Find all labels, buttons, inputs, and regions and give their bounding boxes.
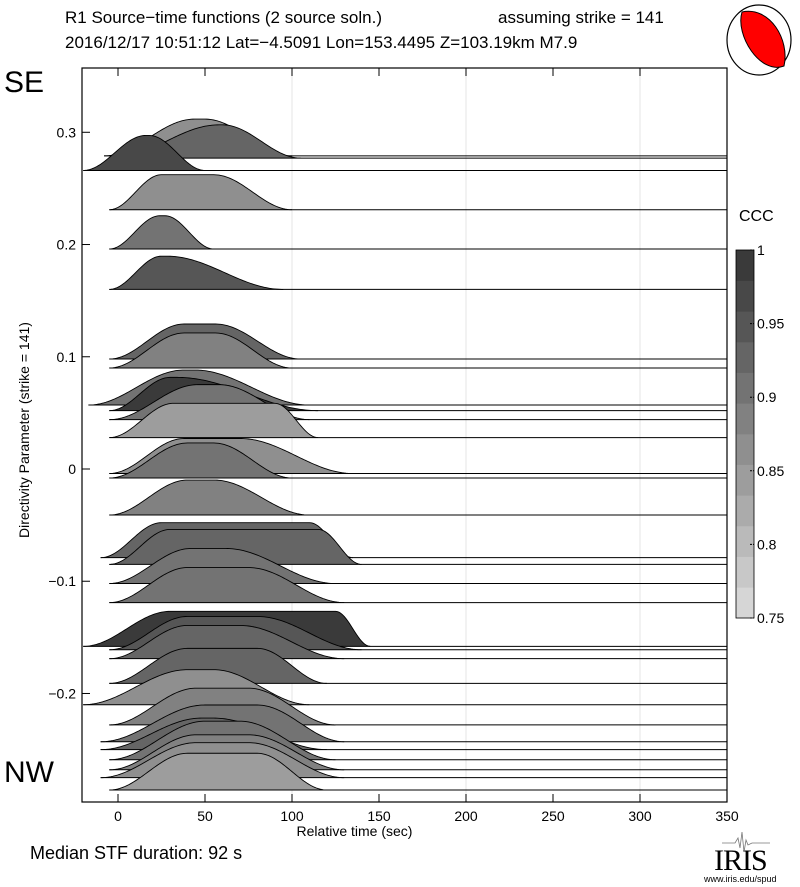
stf-fill xyxy=(109,625,345,659)
x-tick-label: 100 xyxy=(280,808,304,824)
stf-fill xyxy=(83,135,205,171)
x-tick-label: 250 xyxy=(541,808,565,824)
y-tick-label: 0.2 xyxy=(57,237,77,253)
event-info: 2016/12/17 10:51:12 Lat=−4.5091 Lon=153.… xyxy=(65,33,578,52)
stf-outline xyxy=(83,134,206,171)
colorbar-step xyxy=(736,280,754,312)
stf-outline xyxy=(109,567,345,604)
colorbar-frame xyxy=(735,249,755,619)
median-duration: Median STF duration: 92 s xyxy=(30,843,243,863)
iris-logo: IRIS xyxy=(714,844,768,877)
colorbar-step xyxy=(736,403,754,435)
colorbar-step xyxy=(736,372,754,404)
stf-fill xyxy=(109,442,292,478)
y-tick-label: 0.3 xyxy=(57,124,77,140)
x-tick-label: 150 xyxy=(367,808,391,824)
colorbar-tick-label: 0.8 xyxy=(757,536,777,552)
x-tick-label: 300 xyxy=(628,808,652,824)
colorbar-step xyxy=(736,311,754,343)
colorbar-step xyxy=(736,464,754,496)
stf-outline xyxy=(109,376,319,412)
direction-label-se: SE xyxy=(4,66,45,99)
colorbar-step xyxy=(736,495,754,527)
stf-outline xyxy=(109,323,301,360)
stf-outline xyxy=(109,548,336,584)
y-tick-label: −0.2 xyxy=(48,685,76,701)
stf-outline xyxy=(100,522,353,559)
stf-trace xyxy=(109,402,727,439)
stf-outline xyxy=(83,610,371,647)
stf-outline xyxy=(109,255,284,290)
beachball-icon xyxy=(726,4,792,76)
stf-outline xyxy=(109,687,336,726)
colorbar-tick-label: 0.95 xyxy=(757,316,784,332)
stf-trace xyxy=(109,255,727,290)
colorbar-step xyxy=(736,526,754,557)
colorbar-step xyxy=(736,434,754,465)
colorbar-step xyxy=(736,250,754,281)
x-tick-label: 0 xyxy=(114,808,122,824)
stf-outline xyxy=(83,669,310,706)
colorbar-tick-label: 1 xyxy=(757,242,765,258)
stf-trace xyxy=(109,479,727,516)
stf-outline xyxy=(109,479,310,516)
iris-seismogram-icon xyxy=(722,831,770,853)
stf-trace xyxy=(109,215,727,250)
colorbar-step xyxy=(736,342,754,373)
iris-url: www.iris.edu/spud xyxy=(704,874,777,884)
stf-outline xyxy=(109,332,293,369)
colorbar-tick-label: 0.85 xyxy=(757,463,784,479)
direction-label-nw: NW xyxy=(4,756,54,789)
stf-trace xyxy=(109,442,727,479)
chart-title: R1 Source−time functions (2 source soln.… xyxy=(65,8,383,27)
y-tick-label: −0.1 xyxy=(48,573,76,589)
stf-fill xyxy=(109,256,284,290)
x-tick-label: 200 xyxy=(454,808,478,824)
stf-outline xyxy=(100,704,345,743)
stf-outline xyxy=(109,734,345,771)
stf-outline xyxy=(109,438,353,474)
stf-trace xyxy=(83,134,727,171)
stf-outline xyxy=(109,215,214,250)
y-tick-label: 0.1 xyxy=(57,349,77,365)
x-tick-label: 50 xyxy=(197,808,213,824)
stf-fill xyxy=(109,332,292,368)
stf-trace xyxy=(109,567,727,604)
stf-outline xyxy=(100,742,345,779)
stf-outline xyxy=(109,402,319,439)
x-tick-label: 350 xyxy=(715,808,739,824)
colorbar-tick-label: 0.75 xyxy=(757,610,784,626)
stf-trace xyxy=(109,174,727,211)
stf-fill xyxy=(109,215,214,250)
stf-outline xyxy=(109,616,362,651)
y-tick-label: 0 xyxy=(68,461,76,477)
stf-fill xyxy=(109,480,310,516)
stf-trace xyxy=(109,752,727,791)
stf-fill xyxy=(109,174,292,210)
x-axis-label: Relative time (sec) xyxy=(297,823,413,839)
stf-outline xyxy=(109,647,327,684)
plot-frame xyxy=(81,67,728,803)
stf-trace xyxy=(109,332,727,369)
y-axis-label: Directivity Parameter (strike = 141) xyxy=(16,322,32,538)
colorbar-title: CCC xyxy=(739,208,774,225)
colorbar-step xyxy=(736,556,754,588)
stf-outline xyxy=(88,369,310,406)
colorbar-tick-label: 0.9 xyxy=(757,389,777,405)
stf-fill xyxy=(109,567,345,603)
stf-outline xyxy=(109,442,293,479)
stf-fill xyxy=(109,753,327,791)
stf-outline xyxy=(109,528,362,565)
stf-outline xyxy=(109,624,345,660)
stf-outline xyxy=(109,720,336,761)
stf-fill xyxy=(109,403,319,438)
stf-outline xyxy=(109,174,293,211)
stf-outline xyxy=(109,752,327,791)
strike-note: assuming strike = 141 xyxy=(498,8,664,27)
stf-trace xyxy=(112,124,727,159)
colorbar-step xyxy=(736,587,754,619)
